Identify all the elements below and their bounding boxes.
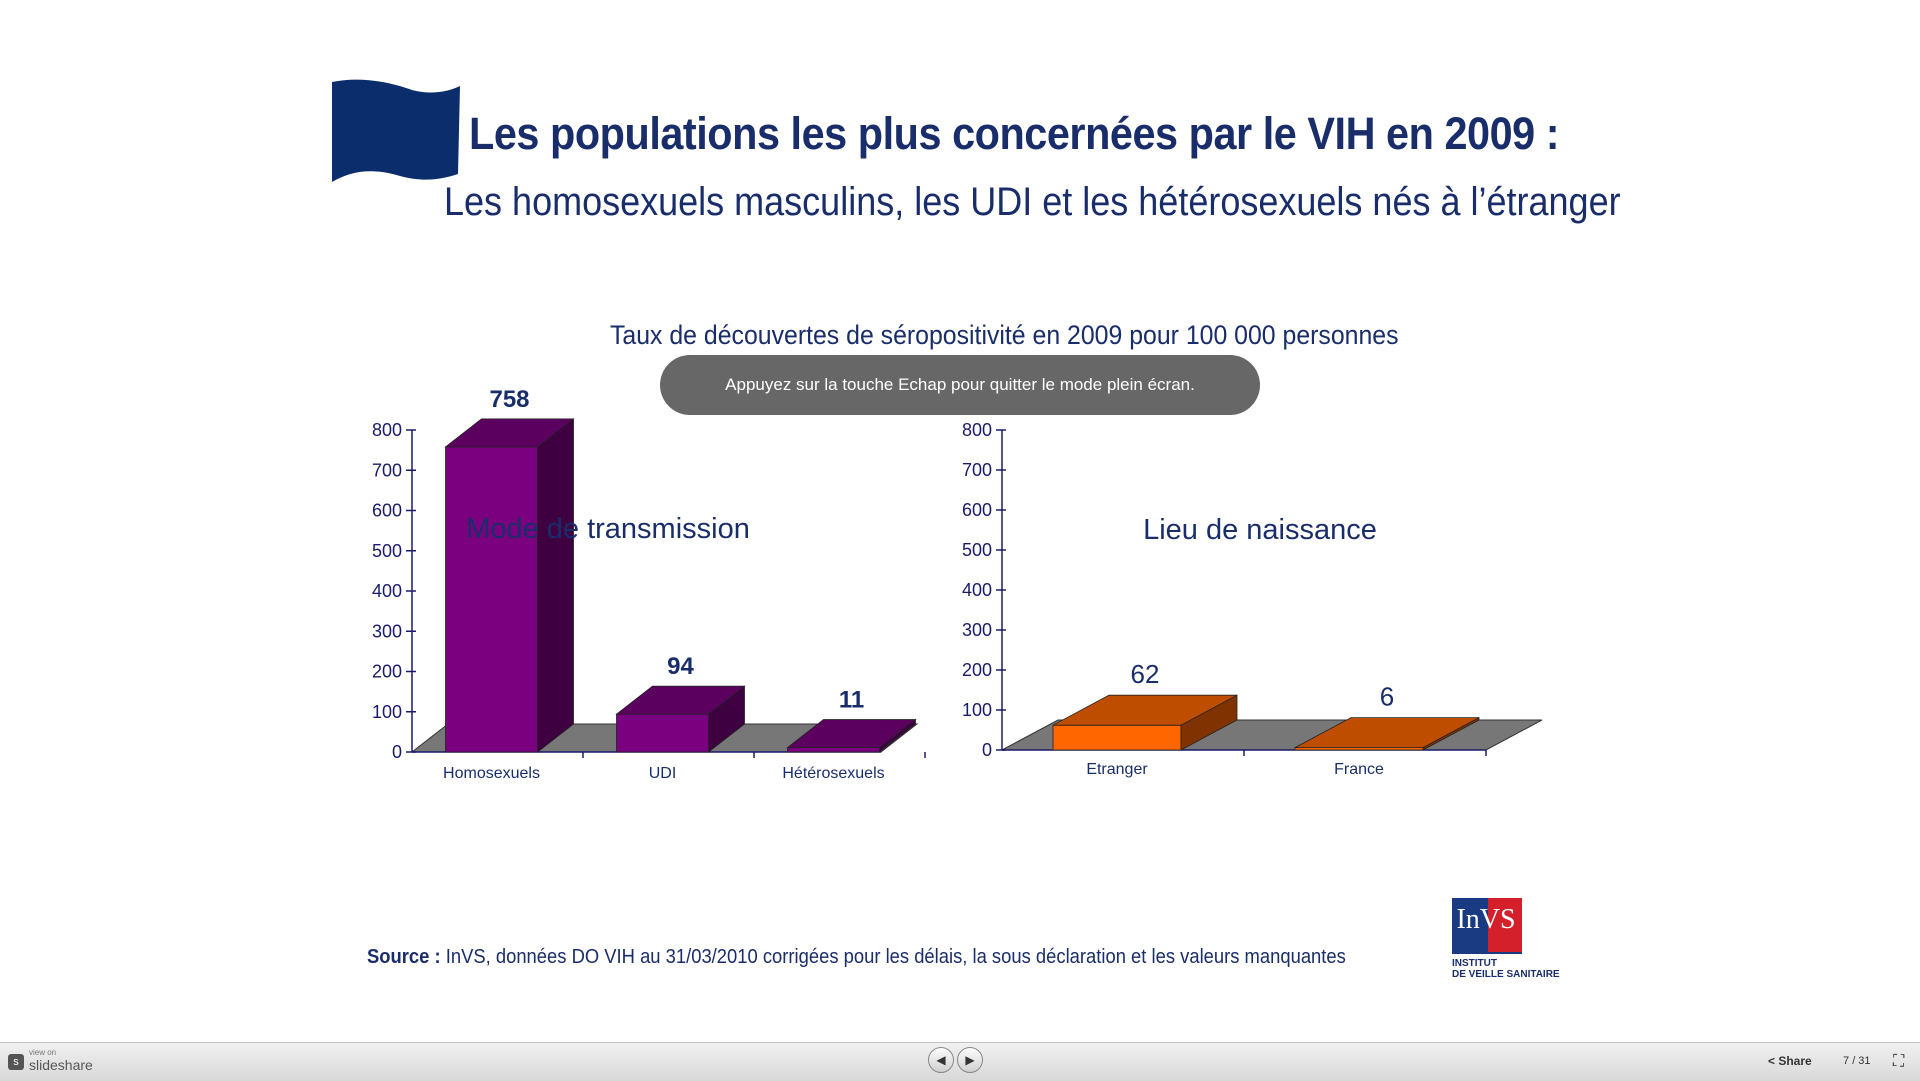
category-label: Hétérosexuels [782, 765, 884, 782]
category-label: Homosexuels [443, 765, 540, 782]
share-button[interactable]: < Share [1768, 1054, 1812, 1068]
y-tick-label: 800 [962, 420, 992, 440]
slideshare-icon: s [8, 1054, 24, 1070]
bar-top [1294, 717, 1480, 748]
y-tick-label: 600 [962, 500, 992, 520]
bar-front [616, 713, 709, 753]
y-tick-label: 0 [982, 740, 992, 760]
y-tick-label: 500 [372, 541, 402, 561]
slide-subtitle: Les homosexuels masculins, les UDI et le… [444, 180, 1621, 224]
bar-top [615, 685, 746, 715]
bar-2: 6 [1294, 682, 1480, 751]
invs-logo: InVS INSTITUT DE VEILLE SANITAIRE [1450, 896, 1560, 996]
bar-front [445, 446, 538, 753]
y-tick-label: 800 [372, 420, 402, 440]
bar-value-label: 11 [839, 687, 864, 714]
bar-side [537, 418, 574, 753]
y-tick-label: 400 [372, 581, 402, 601]
fullscreen-button[interactable]: ⛶ [1893, 1053, 1904, 1071]
previous-slide-button[interactable]: ◀ [928, 1047, 954, 1073]
source-text: InVS, données DO VIH au 31/03/2010 corri… [440, 946, 1346, 968]
y-tick-label: 300 [962, 620, 992, 640]
page-current: 7 [1843, 1055, 1850, 1067]
y-tick-label: 0 [392, 742, 402, 762]
fullscreen-notification: Appuyez sur la touche Echap pour quitter… [660, 355, 1260, 415]
bar-charts: 0 100 200 300 400 500 600 700 800 758 Homosexuels 9… [372, 386, 1543, 782]
bar-1: 758 [444, 386, 575, 753]
chart-1: 0 100 200 300 400 500 600 700 800 758 Homosexuels 9… [372, 386, 926, 782]
y-tick-label: 700 [372, 460, 402, 480]
page-total: / 31 [1852, 1055, 1871, 1067]
chart-2: 0 100 200 300 400 500 600 700 800 62 Etranger 6 Fran… [962, 420, 1543, 778]
category-label: Etranger [1086, 761, 1148, 778]
bar-top [1052, 694, 1238, 726]
y-tick-label: 200 [962, 660, 992, 680]
bar-top [786, 719, 917, 748]
category-label: France [1334, 761, 1384, 778]
y-tick-label: 500 [962, 540, 992, 560]
logo-caption-line2: DE VEILLE SANITAIRE [1452, 969, 1560, 980]
view-on-label: view on [29, 1048, 57, 1057]
chart-title: Lieu de naissance [1143, 514, 1377, 546]
y-tick-label: 400 [962, 580, 992, 600]
source-note: Source : InVS, données DO VIH au 31/03/2… [367, 946, 1346, 969]
slide-title: Les populations les plus concernées par … [469, 108, 1560, 159]
bar-value-label: 94 [667, 653, 694, 680]
page-counter: 7 / 31 [1843, 1055, 1871, 1067]
logo-text: InVS [1456, 904, 1516, 935]
y-tick-label: 700 [962, 460, 992, 480]
logo-caption-line1: INSTITUT [1452, 958, 1497, 969]
next-slide-button[interactable]: ▶ [957, 1047, 983, 1073]
next-arrow-icon: ▶ [965, 1053, 975, 1067]
bar-2: 94 [615, 653, 746, 753]
chart-title: Mode de transmission [466, 513, 750, 545]
y-tick-label: 100 [962, 700, 992, 720]
fullscreen-notification-text: Appuyez sur la touche Echap pour quitter… [725, 375, 1195, 394]
share-icon: < [1768, 1054, 1779, 1068]
bar-1: 62 [1052, 659, 1238, 751]
y-tick-label: 100 [372, 702, 402, 722]
share-label: Share [1778, 1054, 1812, 1068]
bar-top [444, 418, 575, 448]
bar-front [787, 747, 880, 753]
source-label: Source : [367, 946, 441, 968]
slideshare-toolbar: s view on slideshare ◀ ▶ < Share 7 / 31 … [0, 1042, 1920, 1081]
category-label: UDI [649, 765, 677, 782]
fullscreen-icon: ⛶ [1893, 1053, 1905, 1070]
chart-heading: Taux de découvertes de séropositivité en… [610, 320, 1399, 350]
y-tick-label: 300 [372, 621, 402, 641]
bar-value-label: 6 [1380, 682, 1394, 712]
logo-caption: INSTITUT DE VEILLE SANITAIRE [1452, 958, 1560, 980]
bar-3: 11 [786, 687, 917, 753]
bar-value-label: 62 [1131, 659, 1160, 689]
brand-label: slideshare [29, 1057, 93, 1073]
bar-front [1052, 724, 1182, 751]
slideshare-link[interactable]: s view on slideshare [8, 1049, 93, 1075]
flag-icon [332, 79, 460, 182]
bar-value-label: 758 [489, 386, 529, 413]
y-tick-label: 600 [372, 501, 402, 521]
y-tick-label: 200 [372, 662, 402, 682]
previous-arrow-icon: ◀ [936, 1053, 946, 1067]
